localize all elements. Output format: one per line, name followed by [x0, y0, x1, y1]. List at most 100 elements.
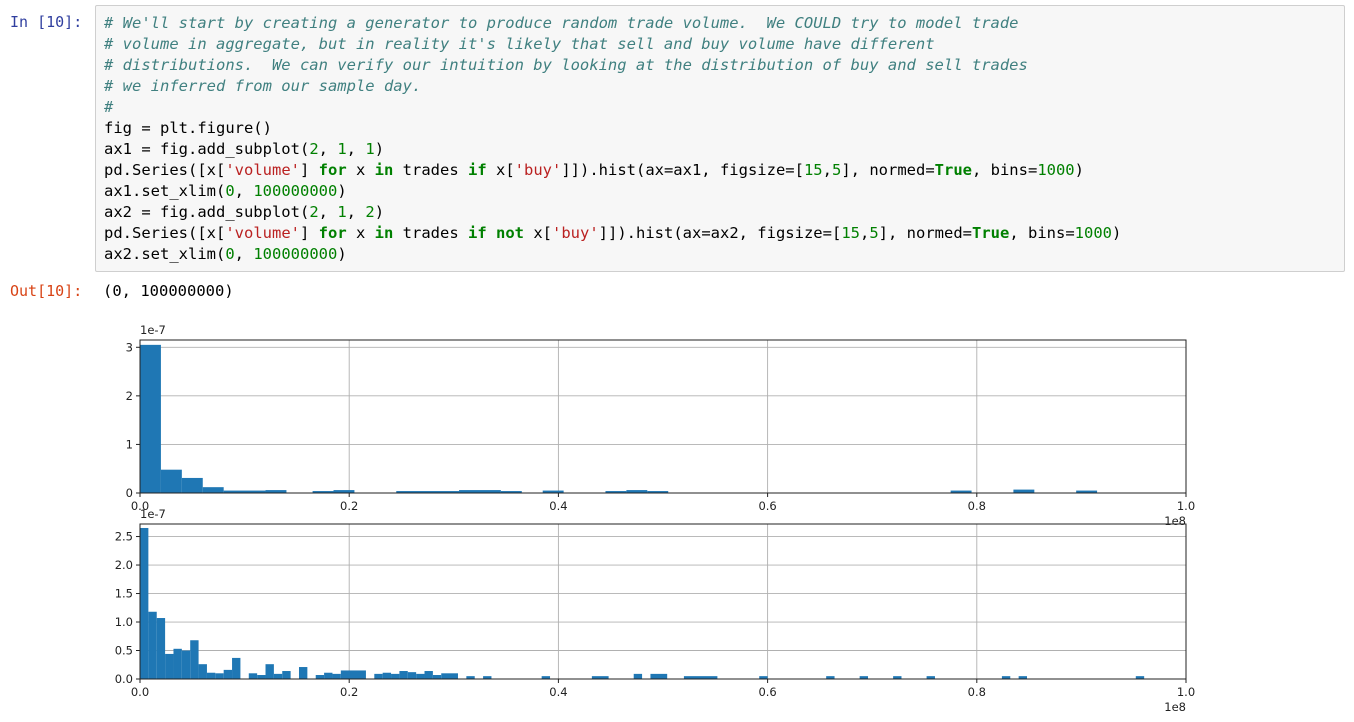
histogram-bar: [466, 676, 475, 679]
histogram-bar: [500, 491, 522, 493]
code-cell-editor[interactable]: # We'll start by creating a generator to…: [95, 5, 1345, 272]
y-tick-label: 1.0: [115, 615, 133, 629]
histogram-bar: [215, 673, 224, 679]
y-tick-label: 0.5: [115, 644, 133, 658]
output-prompt: Out[10]:: [10, 282, 83, 300]
histogram-bar: [407, 672, 417, 679]
histogram-bar: [206, 672, 216, 679]
x-tick-label: 0.0: [131, 685, 149, 699]
histogram-bar: [647, 491, 669, 493]
y-tick-label: 2.5: [115, 530, 133, 544]
histogram-bar: [399, 671, 408, 679]
y-tick-label: 1: [126, 437, 133, 451]
histogram-bar: [165, 653, 174, 679]
histogram-bar: [160, 469, 182, 493]
histogram-bar: [140, 527, 149, 679]
subplot-1: 0.0 0.2 0.4 0.6 0.8 1.0 0 1 2 3 1e-7 1e8: [126, 323, 1195, 528]
histogram-bar: [926, 676, 935, 679]
histogram-bar: [626, 490, 648, 493]
x-tick-label: 0.8: [968, 499, 986, 513]
histogram-bar: [202, 487, 224, 493]
y-offset-label: 1e-7: [140, 323, 166, 337]
histogram-bar: [265, 664, 274, 679]
histogram-bar: [190, 640, 199, 679]
histogram-bar: [459, 490, 501, 493]
histogram-bar: [424, 671, 433, 679]
histogram-bar: [441, 673, 458, 679]
y-tick-label: 1.5: [115, 587, 133, 601]
histogram-bar: [232, 657, 241, 679]
input-prompt: In [10]:: [10, 13, 83, 31]
x-tick-label: 0.6: [758, 499, 776, 513]
x-tick-label: 0.4: [549, 499, 567, 513]
x-tick-label: 0.8: [968, 685, 986, 699]
histogram-bar: [181, 650, 191, 679]
histogram-bar: [1013, 489, 1035, 493]
histogram-bar: [396, 491, 460, 493]
histogram-bar: [483, 676, 492, 679]
y-tick-label: 0: [126, 486, 133, 500]
histogram-bar: [332, 673, 341, 679]
histogram-bar: [148, 611, 157, 679]
histogram-bar: [382, 672, 392, 679]
x-tick-label: 0.2: [340, 685, 358, 699]
histogram-bar: [416, 673, 425, 679]
histogram-bar: [683, 676, 718, 679]
histogram-bar: [1001, 676, 1011, 679]
x-tick-label: 1.0: [1177, 685, 1195, 699]
histogram-bar: [826, 676, 835, 679]
histogram-bar: [633, 673, 643, 679]
histogram-bar: [374, 673, 383, 679]
histogram-bar: [759, 676, 768, 679]
histogram-bar: [950, 490, 972, 493]
histogram-bar: [859, 676, 869, 679]
x-scale-label: 1e8: [1164, 700, 1186, 714]
histogram-bar: [541, 676, 551, 679]
y-tick-label: 2.0: [115, 558, 133, 572]
histogram-bar: [315, 675, 325, 679]
histogram-bar: [432, 675, 442, 679]
x-scale-label: 1e8: [1164, 514, 1186, 528]
x-tick-label: 0.4: [549, 685, 567, 699]
axes-frame: [139, 339, 1187, 494]
histogram-bar: [298, 667, 308, 679]
axes-frame: [139, 523, 1187, 680]
histogram-bar: [181, 477, 203, 493]
histogram-bar: [282, 671, 291, 679]
histogram-bar: [312, 491, 334, 493]
histogram-bar: [273, 673, 283, 679]
histogram-bar: [340, 670, 366, 679]
x-tick-label: 1.0: [1177, 499, 1195, 513]
histogram-bar: [333, 490, 355, 493]
histogram-bar: [605, 491, 627, 493]
x-tick-label: 0.2: [340, 499, 358, 513]
subplot-2: 0.0 0.2 0.4 0.6 0.8 1.0 0.0 0.5 1.0 1.5 2.0 2.5 1e-7…: [115, 507, 1195, 714]
histogram-bar: [1018, 676, 1028, 679]
histogram-bar: [1135, 676, 1145, 679]
histogram-bar: [1076, 490, 1098, 493]
histogram-bar: [257, 675, 266, 679]
histogram-bar: [248, 673, 258, 679]
histogram-bar: [324, 672, 333, 679]
y-tick-label: 3: [126, 340, 133, 354]
histogram-bar: [173, 648, 182, 679]
y-offset-label: 1e-7: [140, 507, 166, 521]
histogram-bar: [223, 490, 266, 493]
x-tick-label: 0.0: [131, 499, 149, 513]
histogram-bar: [156, 618, 166, 679]
histogram-bar: [265, 490, 287, 493]
histogram-bar: [140, 344, 161, 493]
y-tick-label: 2: [126, 389, 133, 403]
output-value: (0, 100000000): [103, 282, 234, 300]
histogram-bar: [650, 673, 668, 679]
histogram-bar: [223, 669, 233, 679]
x-tick-label: 0.6: [758, 685, 776, 699]
histogram-bar: [591, 676, 609, 679]
histogram-bar: [542, 490, 564, 493]
histogram-bar: [391, 673, 400, 679]
histogram-bar: [198, 664, 207, 679]
code-source[interactable]: # We'll start by creating a generator to…: [104, 14, 1122, 263]
histogram-bar: [893, 676, 902, 679]
y-tick-label: 0.0: [115, 672, 133, 686]
